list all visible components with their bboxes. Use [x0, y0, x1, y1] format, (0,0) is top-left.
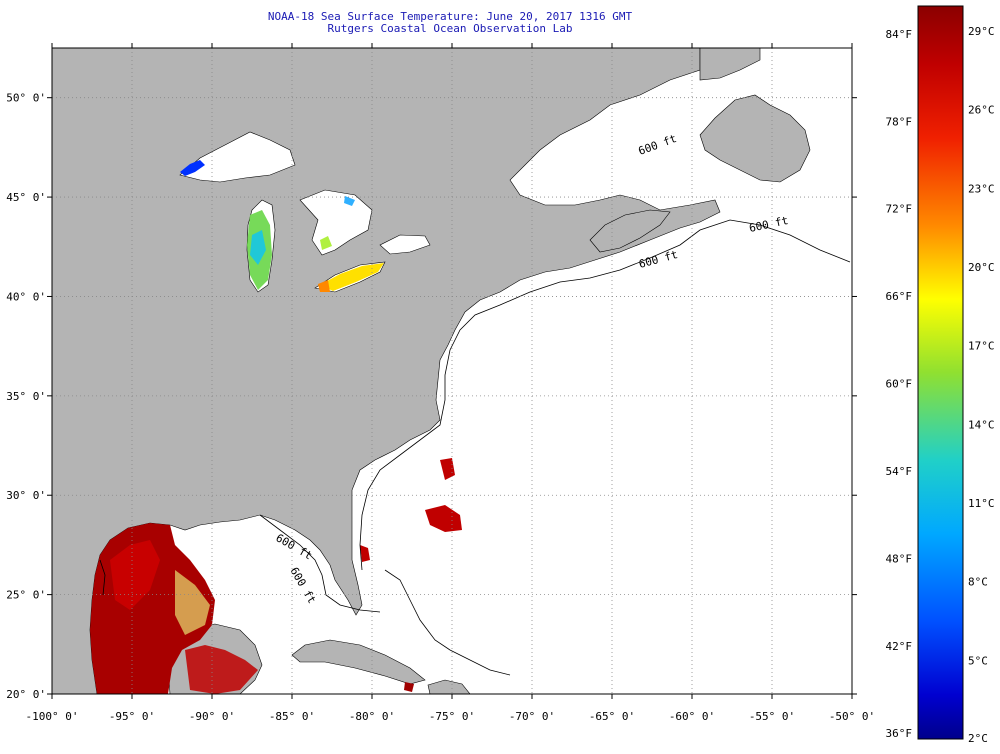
celsius-label: 20°C [968, 261, 995, 274]
latitude-labels: 20° 0' 25° 0' 30° 0' 35° 0' 40° 0' 45° 0' 50° … [6, 92, 46, 701]
land-labrador [699, 48, 761, 81]
celsius-label: 14°C [968, 418, 995, 431]
longitude-tick-label: -60° 0' [669, 710, 715, 723]
fahrenheit-label: 72°F [886, 203, 913, 216]
sst-gulf-warm [90, 458, 462, 694]
celsius-label: 5°C [968, 654, 988, 667]
land-nova-scotia [589, 209, 671, 253]
latitude-tick-label: 25° 0' [6, 589, 46, 602]
land-hispaniola [427, 679, 471, 694]
fahrenheit-label: 84°F [886, 28, 913, 41]
land-newfoundland [699, 94, 811, 183]
celsius-label: 26°C [968, 104, 995, 117]
celsius-label: 8°C [968, 576, 988, 589]
map-title: NOAA-18 Sea Surface Temperature: June 20… [267, 10, 633, 23]
latitude-tick-label: 30° 0' [6, 489, 46, 502]
fahrenheit-label: 54°F [886, 465, 913, 478]
sst-lake-patches [180, 160, 384, 292]
map-subtitle: Rutgers Coastal Ocean Observation Lab [327, 22, 573, 35]
celsius-label: 17°C [968, 340, 995, 353]
latitude-tick-label: 35° 0' [6, 390, 46, 403]
longitude-tick-label: -50° 0' [829, 710, 875, 723]
fahrenheit-label: 48°F [886, 552, 913, 565]
latitude-tick-label: 50° 0' [6, 92, 46, 105]
latitude-tick-label: 45° 0' [6, 191, 46, 204]
celsius-label: 23°C [968, 182, 995, 195]
longitude-tick-label: -85° 0' [269, 710, 315, 723]
fahrenheit-label: 66°F [886, 290, 913, 303]
lake-superior [179, 131, 296, 183]
longitude-tick-label: -80° 0' [349, 710, 395, 723]
fahrenheit-label: 42°F [886, 640, 913, 653]
fahrenheit-label: 78°F [886, 115, 913, 128]
longitude-tick-label: -70° 0' [509, 710, 555, 723]
longitude-tick-label: -65° 0' [589, 710, 635, 723]
land-north-america [52, 48, 721, 694]
fahrenheit-label: 36°F [886, 727, 913, 740]
longitude-tick-label: -95° 0' [109, 710, 155, 723]
longitude-labels: -100° 0' -95° 0' -90° 0' -85° 0' -80° 0' -75°… [26, 710, 876, 723]
colorbar-celsius-labels: 29°C 26°C 23°C 20°C 17°C 14°C 11°C 8°C 5°C 2°C [968, 25, 995, 745]
map-graticule [52, 48, 852, 694]
latitude-tick-label: 40° 0' [6, 290, 46, 303]
colorbar [917, 5, 964, 740]
colorbar-fahrenheit-labels: 84°F 78°F 72°F 66°F 60°F 54°F 48°F 42°F 36°F [886, 28, 913, 740]
latitude-tick-label: 20° 0' [6, 688, 46, 701]
land-cuba [291, 639, 426, 685]
lake-ontario [379, 234, 431, 255]
celsius-label: 11°C [968, 497, 995, 510]
longitude-tick-label: -90° 0' [189, 710, 235, 723]
isobath-600ft [99, 219, 851, 676]
longitude-tick-label: -75° 0' [429, 710, 475, 723]
axis-ticks [47, 43, 857, 699]
celsius-label: 2°C [968, 732, 988, 745]
longitude-tick-label: -100° 0' [26, 710, 79, 723]
lake-huron [299, 189, 373, 256]
celsius-label: 29°C [968, 25, 995, 38]
longitude-tick-label: -55° 0' [749, 710, 795, 723]
fahrenheit-label: 60°F [886, 378, 913, 391]
